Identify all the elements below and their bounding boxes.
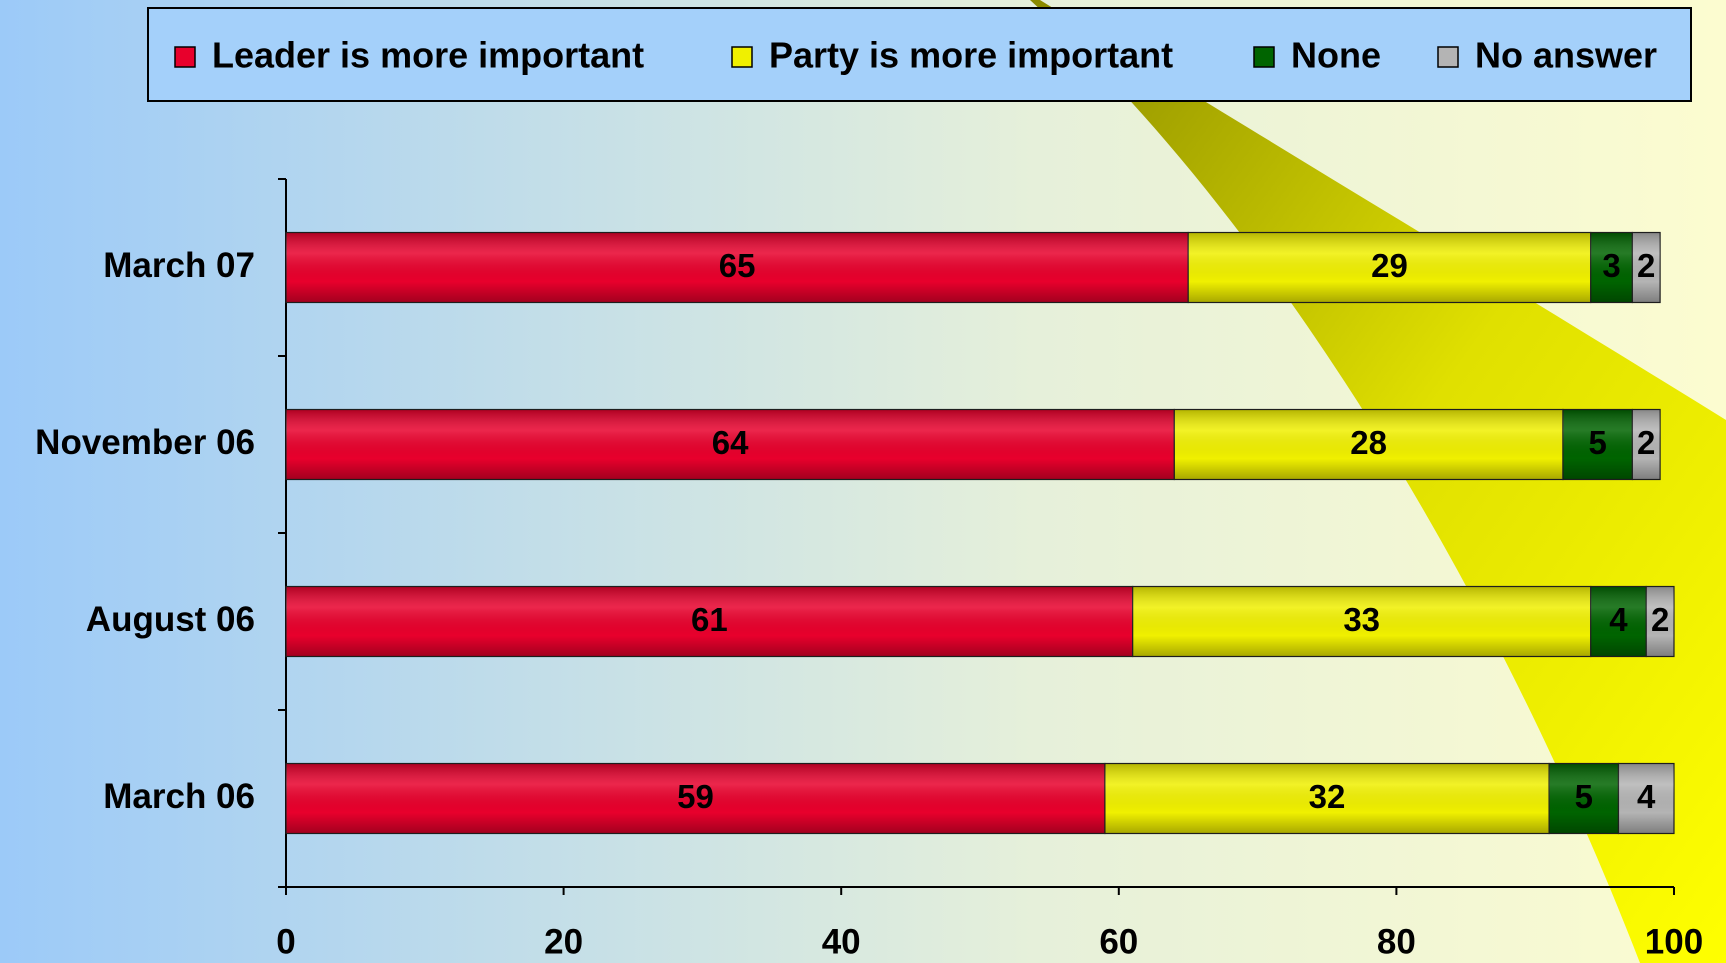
value-label: 2: [1637, 424, 1655, 461]
bar-shading: [1646, 586, 1674, 657]
bar-shading: [1104, 763, 1550, 834]
value-label: 4: [1637, 778, 1656, 815]
value-label: 59: [677, 778, 714, 815]
bar-shading: [286, 586, 1133, 657]
legend-label: Leader is more important: [212, 35, 644, 76]
value-label: 65: [719, 247, 756, 284]
legend-swatch: [1253, 46, 1275, 68]
value-label: 28: [1350, 424, 1387, 461]
value-label: 3: [1602, 247, 1620, 284]
value-label: 64: [712, 424, 749, 461]
bar-shading: [286, 232, 1189, 303]
x-tick-label: 20: [544, 922, 583, 961]
value-label: 5: [1588, 424, 1606, 461]
bar-shading: [1174, 409, 1563, 480]
bar-shading: [1590, 586, 1647, 657]
bar-shading: [1632, 409, 1661, 480]
x-tick-label: 0: [276, 922, 295, 961]
x-tick-label: 40: [822, 922, 861, 961]
decor-swoosh: [1030, 0, 1726, 963]
legend-swatch: [174, 46, 196, 68]
value-label: 5: [1575, 778, 1593, 815]
bar-shading: [286, 763, 1105, 834]
value-label: 29: [1371, 247, 1408, 284]
legend-label: Party is more important: [769, 35, 1173, 76]
x-tick-label: 60: [1099, 922, 1138, 961]
y-tick-label: March 06: [103, 777, 255, 816]
value-label: 33: [1343, 601, 1380, 638]
value-label: 32: [1309, 778, 1346, 815]
bar-shading: [1132, 586, 1591, 657]
legend-swatch: [1437, 46, 1459, 68]
y-tick-label: March 07: [103, 246, 255, 285]
legend-box: [147, 7, 1692, 102]
bar-shading: [1188, 232, 1591, 303]
x-tick-label: 100: [1645, 922, 1703, 961]
value-label: 2: [1651, 601, 1669, 638]
legend-label: None: [1291, 35, 1381, 76]
y-tick-label: November 06: [35, 423, 255, 462]
bar-shading: [1562, 409, 1633, 480]
x-tick-label: 80: [1377, 922, 1416, 961]
bar-shading: [1549, 763, 1619, 834]
bar-shading: [1632, 232, 1661, 303]
value-label: 4: [1609, 601, 1628, 638]
bar-shading: [286, 409, 1175, 480]
value-label: 2: [1637, 247, 1655, 284]
legend-swatch: [731, 46, 753, 68]
legend-label: No answer: [1475, 35, 1657, 76]
bar-shading: [1590, 232, 1633, 303]
bar-shading: [1618, 763, 1674, 834]
value-label: 61: [691, 601, 728, 638]
y-tick-label: August 06: [86, 600, 255, 639]
